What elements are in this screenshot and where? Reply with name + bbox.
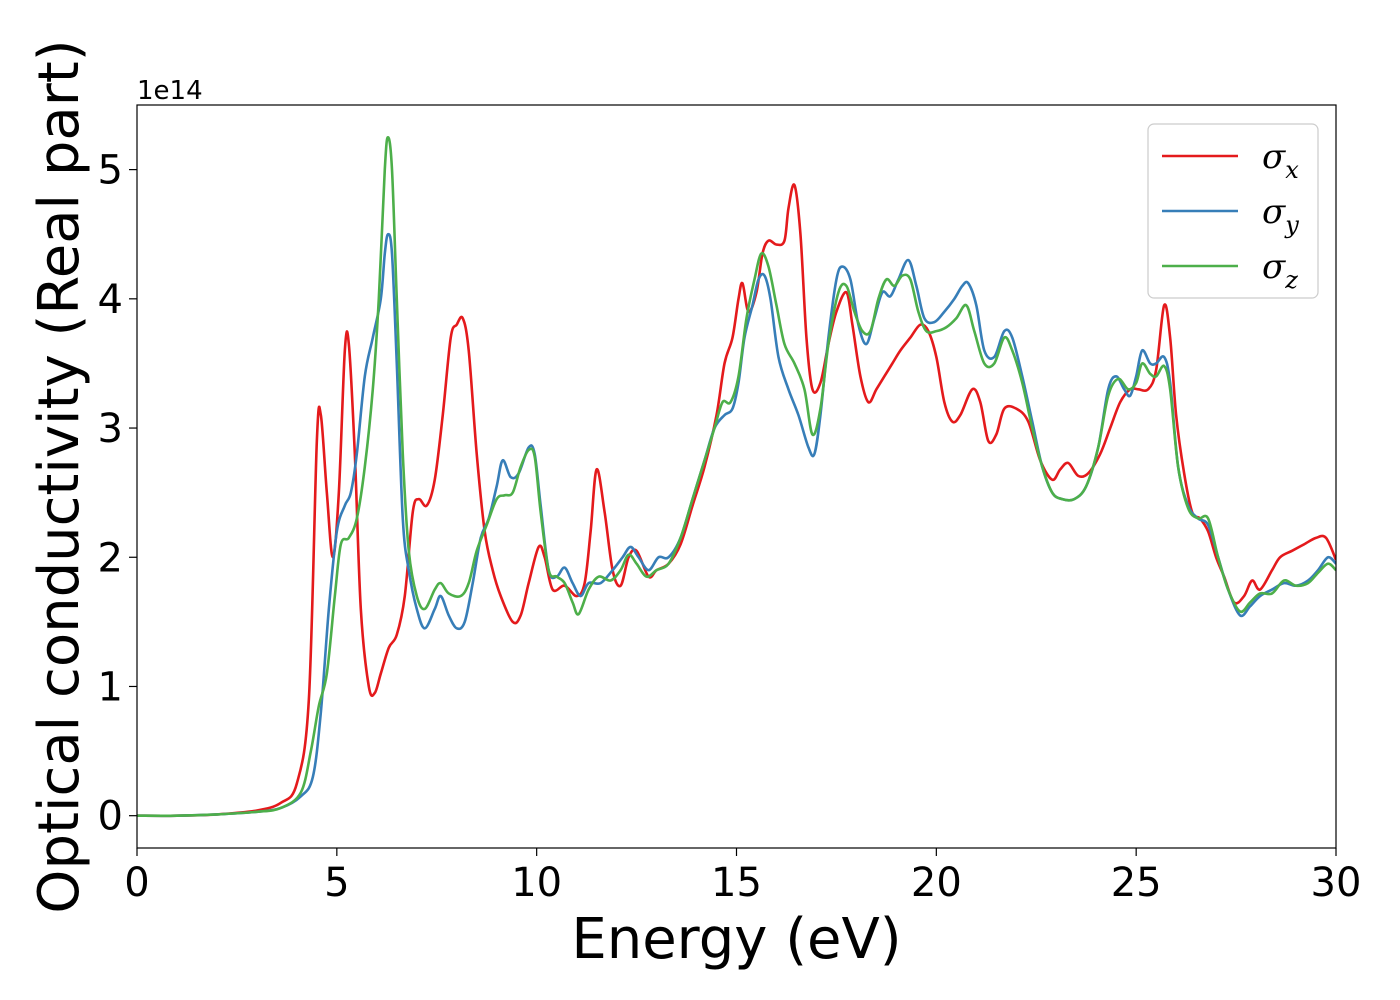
series-line-sigma-z <box>137 136 1336 818</box>
y-tick-label: 4 <box>98 277 123 323</box>
x-tick-label: 20 <box>911 860 962 906</box>
y-tick-label: 2 <box>98 535 123 581</box>
y-tick-label: 1 <box>98 664 123 710</box>
y-axis-offset-label: 1e14 <box>137 76 203 106</box>
x-tick-label: 5 <box>324 860 349 906</box>
y-tick-label: 0 <box>98 794 123 840</box>
x-tick-label: 0 <box>124 860 149 906</box>
series-line-sigma-y <box>137 232 1336 818</box>
y-axis-title: Optical conductivity (Real part) <box>27 39 92 913</box>
y-tick-label: 5 <box>98 148 123 194</box>
x-tick-label: 30 <box>1311 860 1362 906</box>
y-tick-label: 3 <box>98 406 123 452</box>
x-tick-label: 15 <box>711 860 762 906</box>
series-layer <box>137 136 1336 818</box>
x-axis-ticks: 0 5 10 15 20 25 30 <box>124 848 1361 906</box>
x-tick-label: 10 <box>511 860 562 906</box>
x-axis-title: Energy (eV) <box>571 907 901 972</box>
x-tick-label: 25 <box>1111 860 1162 906</box>
y-axis-ticks: 0 1 2 3 4 5 <box>98 148 137 840</box>
